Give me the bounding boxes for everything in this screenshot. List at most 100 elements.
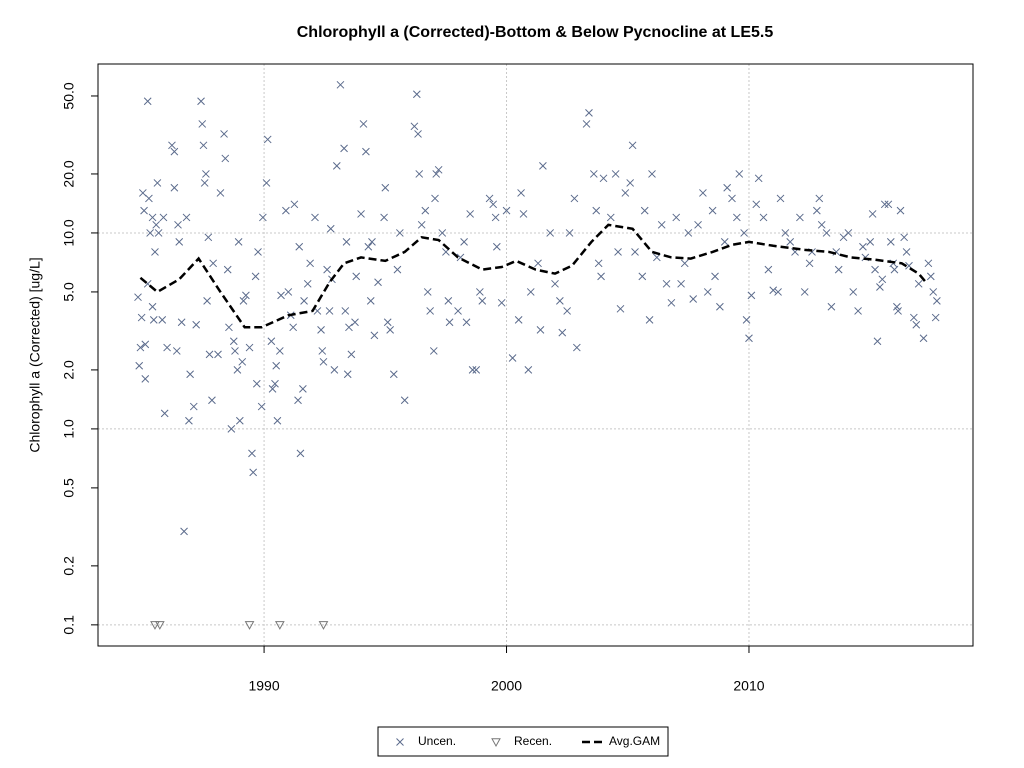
x-marker: [303, 279, 312, 288]
x-marker: [317, 326, 325, 334]
x-marker: [296, 449, 305, 458]
chart-title: Chlorophyll a (Corrected)-Bottom & Below…: [297, 24, 774, 41]
x-marker: [326, 224, 335, 233]
x-marker: [597, 272, 605, 281]
x-marker: [149, 316, 158, 324]
x-marker: [716, 302, 724, 311]
x-marker: [325, 307, 334, 315]
x-marker: [180, 527, 188, 536]
x-marker: [526, 288, 535, 296]
x-marker: [306, 259, 314, 268]
x-marker: [221, 154, 230, 163]
x-marker: [492, 242, 501, 251]
x-marker: [551, 279, 559, 288]
x-marker: [145, 194, 153, 203]
x-marker: [880, 200, 889, 209]
x-marker: [159, 213, 168, 222]
x-marker: [894, 307, 902, 315]
x-marker: [774, 288, 782, 296]
x-marker: [667, 298, 676, 307]
x-marker: [745, 334, 753, 343]
triangle-marker: [154, 621, 165, 630]
x-marker: [800, 288, 809, 296]
x-marker: [563, 307, 571, 315]
x-marker: [318, 347, 327, 355]
x-marker: [175, 238, 184, 246]
x-marker: [345, 323, 353, 332]
x-marker: [170, 183, 179, 192]
x-marker: [432, 170, 441, 178]
x-marker: [742, 316, 751, 324]
triangle-marker: [318, 621, 329, 630]
x-marker: [444, 297, 453, 305]
x-marker: [199, 141, 208, 150]
x-marker: [539, 161, 547, 170]
x-marker: [235, 416, 244, 425]
legend-box: [377, 726, 669, 757]
x-marker: [203, 297, 211, 305]
x-marker: [177, 318, 186, 327]
x-marker: [677, 279, 685, 288]
legend-label: Uncen.: [418, 734, 456, 748]
x-marker: [534, 259, 542, 268]
triangle-marker: [491, 738, 501, 748]
y-tick-label: 2.0: [61, 360, 77, 380]
x-marker: [621, 189, 630, 197]
x-marker: [273, 416, 282, 425]
x-marker: [834, 265, 843, 274]
x-marker: [711, 272, 719, 281]
x-marker: [672, 213, 681, 222]
x-marker: [160, 409, 169, 418]
x-marker: [466, 210, 475, 218]
x-marker: [368, 238, 376, 246]
x-marker: [434, 165, 443, 174]
x-marker: [323, 265, 331, 274]
x-marker: [386, 326, 395, 334]
x-marker: [491, 213, 500, 222]
x-marker: [185, 416, 193, 425]
x-marker: [343, 370, 352, 379]
plot: [134, 80, 941, 630]
x-marker: [295, 242, 304, 251]
x-marker: [694, 220, 702, 229]
x-marker: [220, 130, 228, 138]
x-marker: [370, 331, 379, 340]
x-marker: [300, 297, 308, 305]
x-marker: [136, 343, 145, 352]
x-marker: [873, 337, 882, 346]
x-marker: [374, 278, 382, 287]
x-marker: [611, 170, 620, 178]
x-marker: [249, 468, 258, 477]
x-marker: [299, 385, 307, 393]
x-marker: [359, 120, 368, 128]
x-marker: [342, 238, 351, 246]
x-marker: [271, 379, 279, 388]
x-marker: [289, 323, 298, 332]
x-marker: [141, 375, 150, 383]
x-marker: [844, 229, 853, 237]
x-marker: [172, 347, 181, 355]
x-marker: [813, 206, 821, 215]
x-marker: [396, 738, 404, 746]
x-marker: [460, 238, 468, 246]
x-marker: [585, 109, 593, 117]
x-marker: [393, 265, 402, 274]
y-tick-label: 0.1: [61, 615, 77, 635]
x-marker: [796, 213, 804, 222]
x-marker: [536, 326, 545, 334]
x-marker: [558, 328, 567, 337]
x-marker: [380, 213, 388, 222]
x-marker: [421, 206, 430, 215]
x-marker: [262, 179, 271, 187]
x-marker: [154, 229, 163, 237]
x-marker: [769, 286, 778, 295]
x-marker: [454, 307, 462, 315]
x-marker: [786, 238, 795, 246]
x-marker: [336, 80, 345, 89]
x-marker: [720, 238, 729, 246]
x-marker: [163, 343, 171, 352]
legend-label: Avg.GAM: [609, 734, 660, 748]
x-marker: [208, 396, 216, 405]
y-axis-label: Chlorophyll a (Corrected) [ug/L]: [27, 257, 43, 452]
